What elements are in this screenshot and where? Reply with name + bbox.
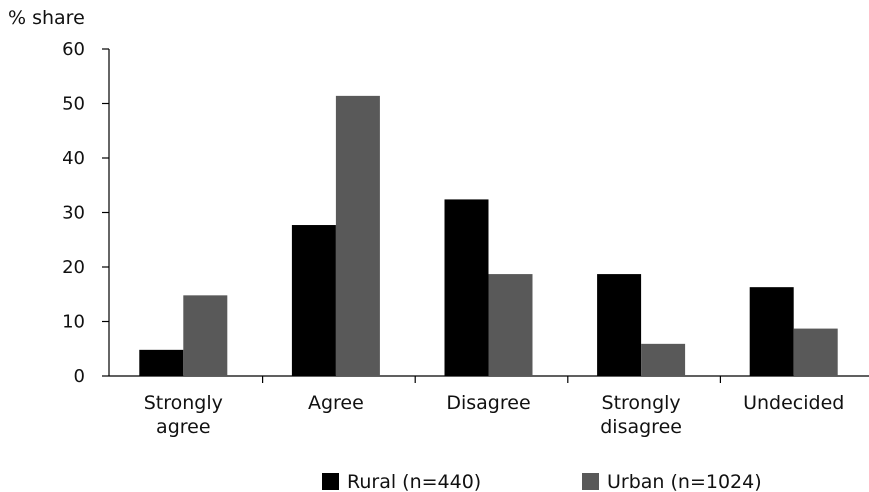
x-tick-label-line: Strongly bbox=[144, 392, 223, 414]
legend-label: Urban (n=1024) bbox=[607, 471, 762, 492]
legend-label: Rural (n=440) bbox=[347, 471, 481, 492]
bar-rural bbox=[291, 225, 336, 376]
x-tick-label: Undecided bbox=[743, 392, 844, 414]
bar-rural bbox=[444, 199, 489, 376]
x-tick-label-line: Disagree bbox=[446, 392, 530, 414]
legend-item-rural: Rural (n=440) bbox=[322, 471, 481, 492]
legend-swatch bbox=[322, 473, 339, 490]
y-tick-label: 0 bbox=[74, 366, 85, 387]
x-axis bbox=[109, 375, 869, 383]
x-tick-label: Strongly agree bbox=[144, 392, 223, 438]
x-tick-label-line: disagree bbox=[600, 416, 682, 438]
x-tick-label-line: Undecided bbox=[743, 392, 844, 414]
y-axis-title: % share bbox=[8, 7, 85, 29]
bar-urban bbox=[183, 295, 228, 376]
x-tick-label: Disagree bbox=[446, 392, 530, 414]
y-tick-label: 10 bbox=[62, 312, 85, 333]
y-tick-label: 40 bbox=[62, 148, 85, 169]
x-tick-label-line: Agree bbox=[308, 392, 364, 414]
y-tick-label: 20 bbox=[62, 257, 85, 278]
bar-rural bbox=[597, 274, 642, 376]
y-axis-ticks: 0 10 20 30 40 50 60 bbox=[62, 39, 110, 387]
bars bbox=[139, 95, 838, 377]
bar-urban bbox=[793, 328, 838, 376]
bar-urban bbox=[641, 343, 686, 376]
y-tick-label: 30 bbox=[62, 203, 85, 224]
bar-urban bbox=[335, 95, 380, 377]
bar-rural bbox=[749, 287, 794, 376]
legend: Rural (n=440) Urban (n=1024) bbox=[322, 471, 762, 492]
x-tick-label: Strongly disagree bbox=[600, 392, 682, 438]
bar-urban bbox=[488, 274, 533, 376]
legend-swatch bbox=[582, 473, 599, 490]
x-tick-label-line: agree bbox=[156, 416, 210, 438]
y-tick-label: 50 bbox=[62, 94, 85, 115]
x-tick-label: Agree bbox=[308, 392, 364, 414]
bar-rural bbox=[139, 349, 184, 376]
x-tick-label-line: Strongly bbox=[602, 392, 681, 414]
legend-item-urban: Urban (n=1024) bbox=[582, 471, 762, 492]
y-tick-label: 60 bbox=[62, 39, 85, 60]
